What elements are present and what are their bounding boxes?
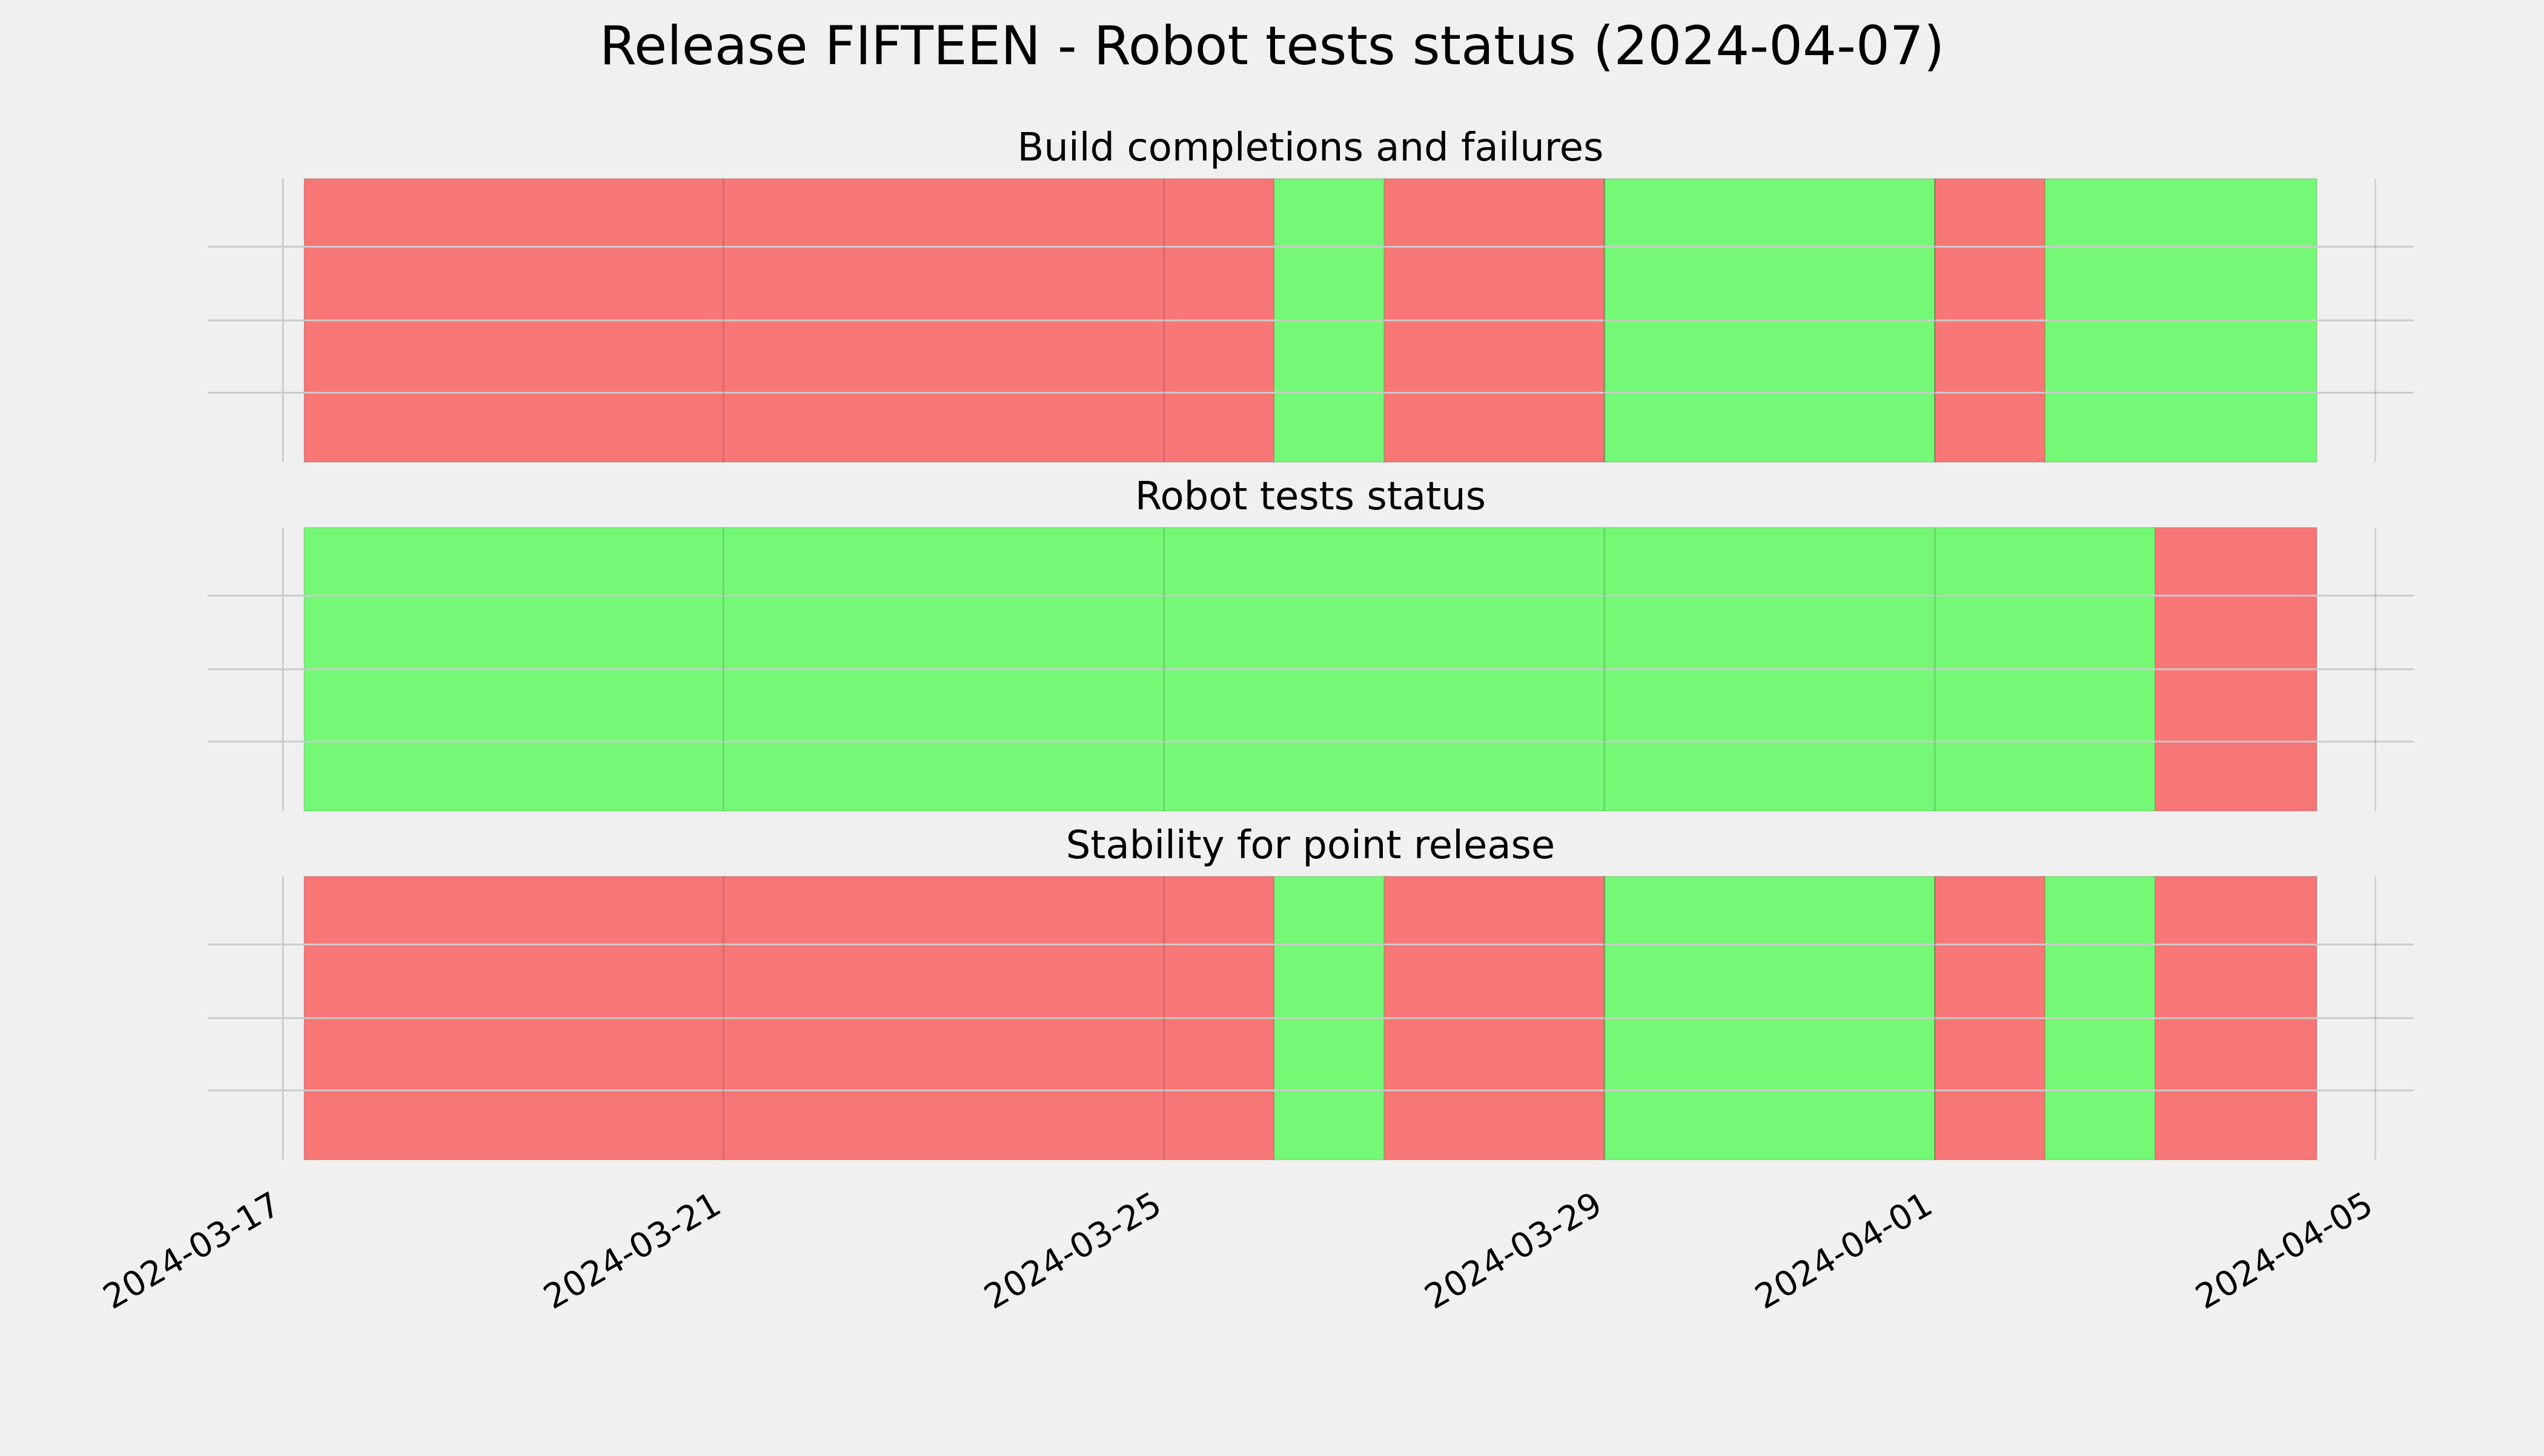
timeline-panel: Build completions and failures [208,125,2414,463]
x-tick-label: 2024-04-01 [1749,1185,1939,1317]
x-tick-label: 2024-03-25 [978,1185,1168,1317]
x-tick-label: 2024-03-21 [537,1185,727,1317]
timeline-panel: Robot tests status [208,474,2414,812]
chart-title: Release FIFTEEN - Robot tests status (20… [600,15,1944,77]
panel-title: Robot tests status [1135,474,1486,519]
x-tick-label: 2024-03-17 [97,1185,287,1317]
timeline-panel: Stability for point release [208,823,2414,1160]
x-tick-label: 2024-04-05 [2189,1185,2379,1317]
panel-title: Build completions and failures [1018,125,1604,170]
panel-title: Stability for point release [1066,823,1555,868]
x-tick-label: 2024-03-29 [1418,1185,1608,1317]
panels-layer: Build completions and failures Robot test… [208,125,2414,1160]
x-tick-labels: 2024-03-17 2024-03-21 2024-03-25 2024-03-29… [97,1185,2380,1317]
